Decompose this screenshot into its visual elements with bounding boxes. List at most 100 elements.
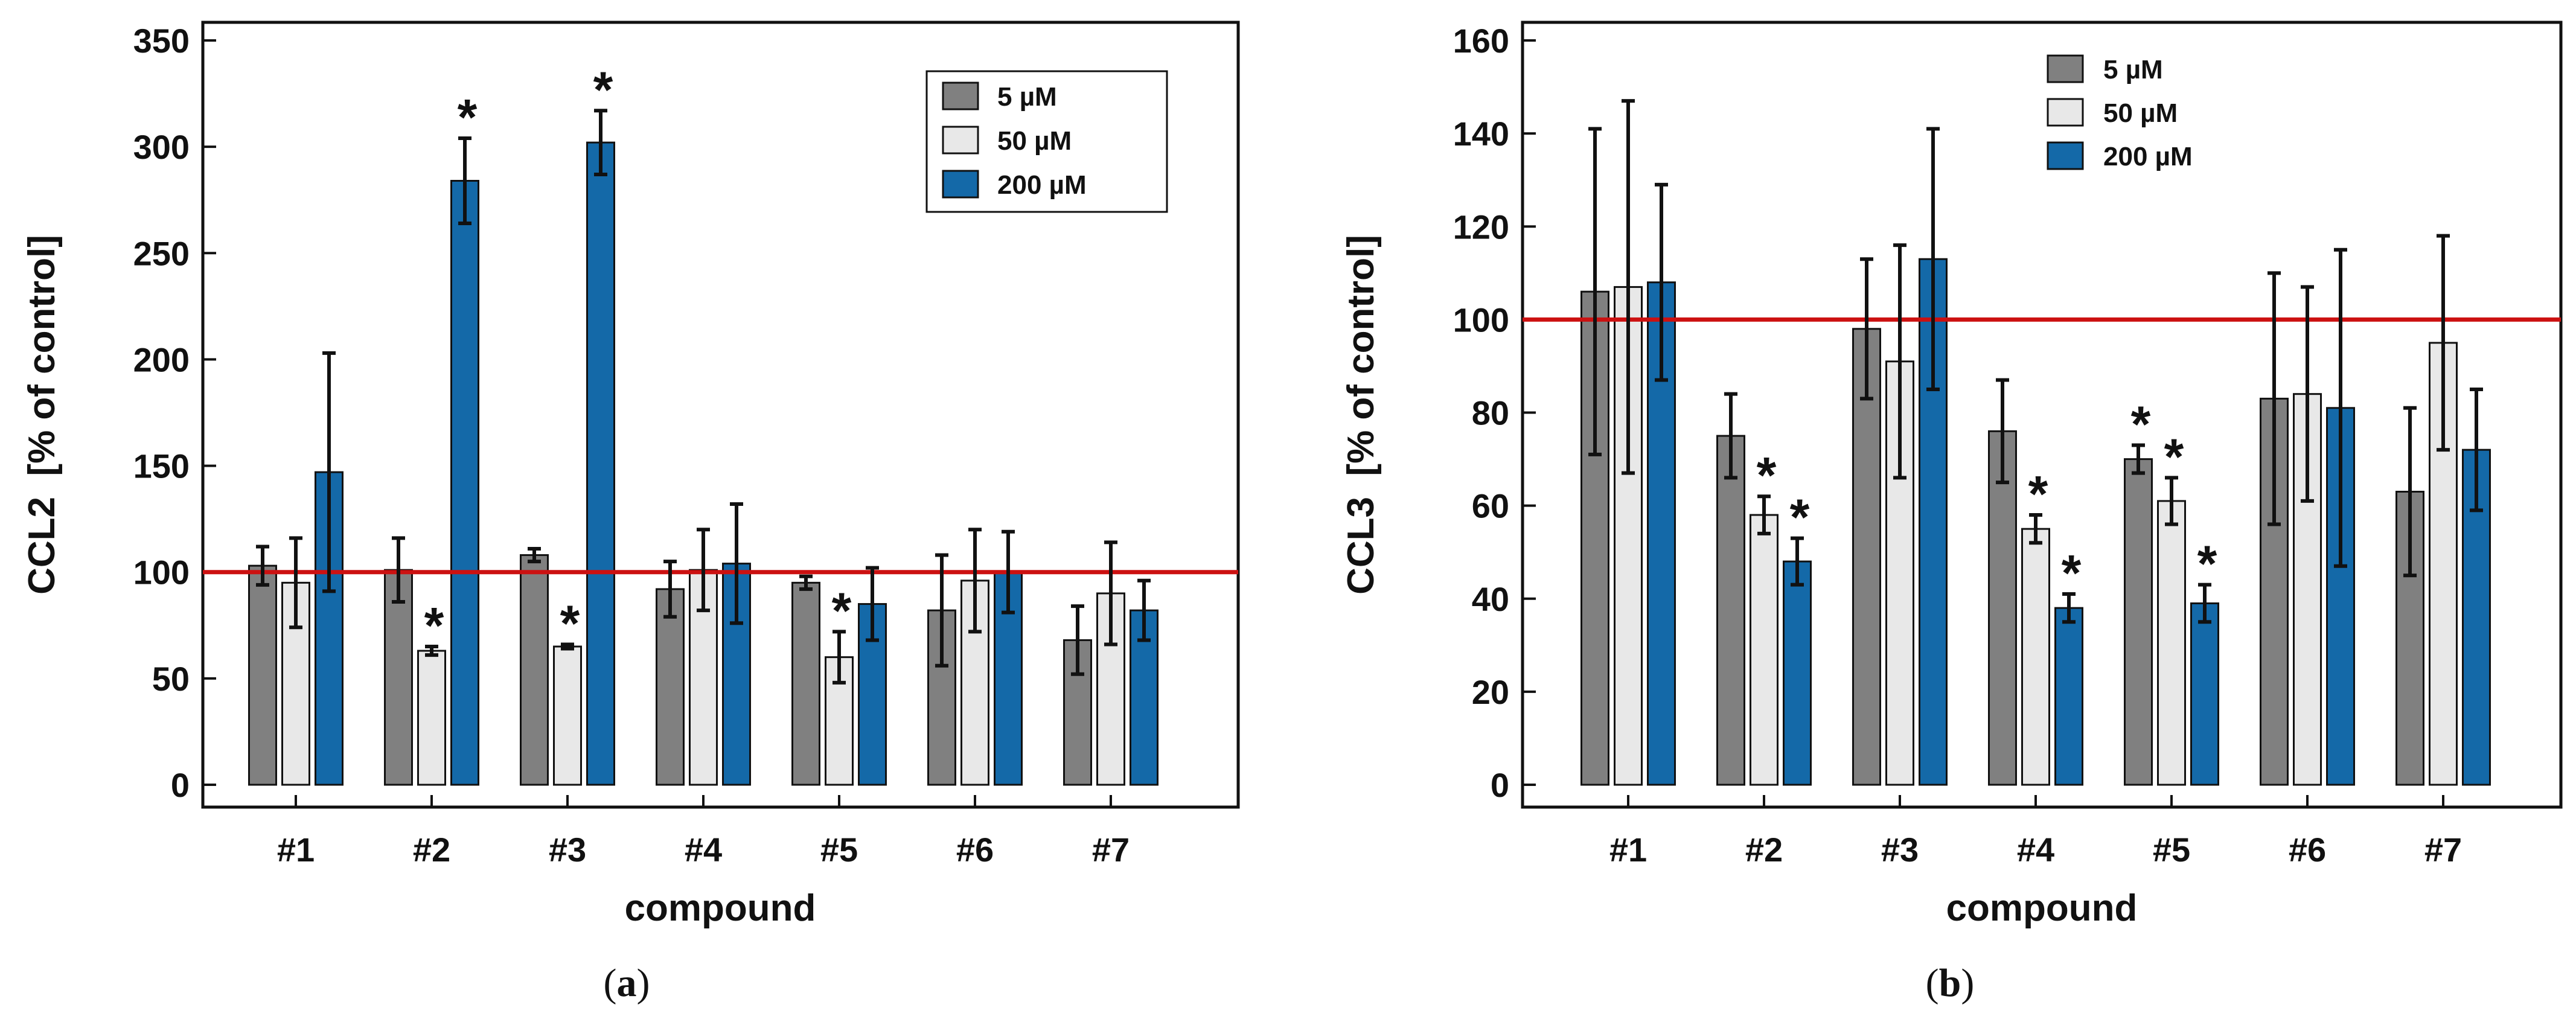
error-bar-7-200m — [1137, 578, 1151, 642]
error-bar-3-200m — [1926, 127, 1940, 391]
error-bar-2-5m — [392, 536, 405, 604]
bar-4-5m — [656, 588, 685, 786]
legend-label-50um: 50 µM — [997, 126, 1072, 156]
legend-swatch-5um — [942, 81, 979, 110]
y-tick-label: 200 — [133, 340, 190, 378]
error-bar-4-5m — [1996, 378, 2009, 485]
significance-star-2-200m: * — [458, 89, 478, 145]
bar-1-5m — [248, 564, 277, 786]
error-bar-7-200m — [2470, 387, 2483, 513]
error-bar-4-200m — [730, 502, 743, 625]
bar-4-200m — [2054, 607, 2083, 786]
significance-star-5-5m: * — [2131, 395, 2151, 452]
error-bar-3-5m — [1860, 257, 1873, 401]
y-tick-label: 120 — [1453, 208, 1509, 246]
error-bar-6-200m — [1002, 529, 1015, 615]
y-tick-label: 80 — [1472, 394, 1509, 432]
x-axis-ticks: #1 #2 #3 #4 #5 #6 #7 — [1609, 795, 2462, 869]
x-tick-label-4: #4 — [2017, 831, 2054, 869]
error-bar-2-200m — [1791, 536, 1804, 587]
x-tick-label-5: #5 — [2153, 831, 2190, 869]
y-tick-label: 350 — [133, 22, 190, 60]
bar-3-5m — [1852, 328, 1881, 786]
y-axis-ticks: 0 50 100 150 200 250 300 350 — [133, 22, 216, 804]
x-tick-label-1: #1 — [277, 831, 315, 869]
bars — [248, 141, 1159, 786]
legend-label-50um: 50 µM — [2103, 98, 2178, 128]
chart-panel-a: 0 50 100 150 200 250 300 350 * * * * * #1 #2 #3 #4 #5 #6… — [21, 21, 1240, 1005]
significance-star-5-50m: * — [2164, 428, 2184, 485]
error-bar-5-5m — [2132, 443, 2145, 475]
y-tick-label: 300 — [133, 128, 190, 166]
legend-label-200um: 200 µM — [2103, 142, 2193, 171]
error-bar-5-200m — [866, 566, 879, 642]
x-tick-label-7: #7 — [1092, 831, 1130, 869]
y-tick-label: 150 — [133, 447, 190, 485]
x-tick-label-5: #5 — [820, 831, 858, 869]
panel-label-b: (b) — [1926, 961, 1975, 1005]
legend: 5 µM 50 µM 200 µM — [2047, 54, 2193, 171]
bar-7-50m — [2429, 342, 2458, 786]
error-bar-3-200m — [594, 109, 607, 176]
significance-star-4-50m: * — [2028, 465, 2048, 522]
bar-4-50m — [2021, 528, 2050, 786]
error-bar-3-50m — [561, 642, 574, 651]
y-tick-label: 250 — [133, 234, 190, 272]
bar-2-200m — [1783, 560, 1812, 786]
plot-area-frame — [201, 21, 1240, 809]
error-bar-6-200m — [2334, 248, 2347, 568]
x-tick-label-2: #2 — [413, 831, 450, 869]
plot-area-frame — [1521, 21, 2563, 809]
significance-star-2-50m: * — [424, 597, 444, 654]
legend-label-5um: 5 µM — [2103, 55, 2163, 85]
bar-5-200m — [2190, 602, 2219, 786]
y-tick-label: 60 — [1472, 487, 1509, 525]
y-axis-title: CCL3 [% of control] — [1340, 235, 1382, 595]
bar-3-200m — [586, 141, 615, 786]
bar-2-50m — [417, 650, 446, 786]
x-tick-label-4: #4 — [685, 831, 722, 869]
error-bar-7-50m — [2437, 234, 2450, 452]
error-bar-1-50m — [1622, 99, 1635, 475]
x-tick-label-7: #7 — [2424, 831, 2462, 869]
y-tick-label: 50 — [152, 660, 190, 698]
error-bar-6-5m — [935, 553, 948, 668]
y-axis-ticks: 0 20 40 60 80 100 120 140 160 — [1453, 22, 1536, 804]
x-tick-label-3: #3 — [549, 831, 586, 869]
error-bar-4-50m — [697, 528, 710, 613]
error-bar-3-50m — [1893, 243, 1906, 480]
significance-markers: * * * * * — [424, 61, 852, 654]
error-bar-3-5m — [528, 546, 541, 564]
x-tick-label-6: #6 — [2289, 831, 2326, 869]
error-bar-7-50m — [1104, 540, 1117, 647]
error-bar-1-5m — [256, 545, 269, 587]
legend: 5 µM 50 µM 200 µM — [925, 70, 1168, 213]
error-bar-6-5m — [2268, 271, 2281, 526]
x-axis-title: compound — [625, 887, 816, 929]
error-bar-1-50m — [289, 536, 302, 630]
error-bar-5-50m — [2165, 476, 2178, 526]
y-tick-label: 20 — [1472, 673, 1509, 711]
panel-label-a: (a) — [604, 961, 650, 1005]
legend-label-5um: 5 µM — [997, 82, 1057, 112]
error-bar-5-50m — [833, 630, 846, 685]
error-bar-7-5m — [1071, 604, 1084, 676]
bar-5-50m — [2157, 500, 2186, 786]
error-bars — [256, 109, 1151, 685]
x-tick-label-2: #2 — [1745, 831, 1783, 869]
error-bar-4-5m — [663, 560, 677, 619]
x-tick-label-3: #3 — [1881, 831, 1919, 869]
error-bar-7-5m — [2403, 406, 2417, 578]
legend-swatch-200um — [942, 170, 979, 199]
y-tick-label: 140 — [1453, 115, 1509, 153]
x-axis-ticks: #1 #2 #3 #4 #5 #6 #7 — [277, 795, 1130, 869]
error-bar-6-50m — [968, 528, 982, 634]
x-axis-title: compound — [1946, 887, 2138, 929]
error-bar-4-50m — [2029, 513, 2042, 545]
significance-markers: ** ***** — [1757, 395, 2217, 601]
y-tick-label: 0 — [1491, 766, 1509, 804]
error-bar-1-200m — [322, 351, 336, 593]
legend-swatch-200um — [2047, 141, 2084, 170]
bar-2-200m — [450, 180, 479, 786]
